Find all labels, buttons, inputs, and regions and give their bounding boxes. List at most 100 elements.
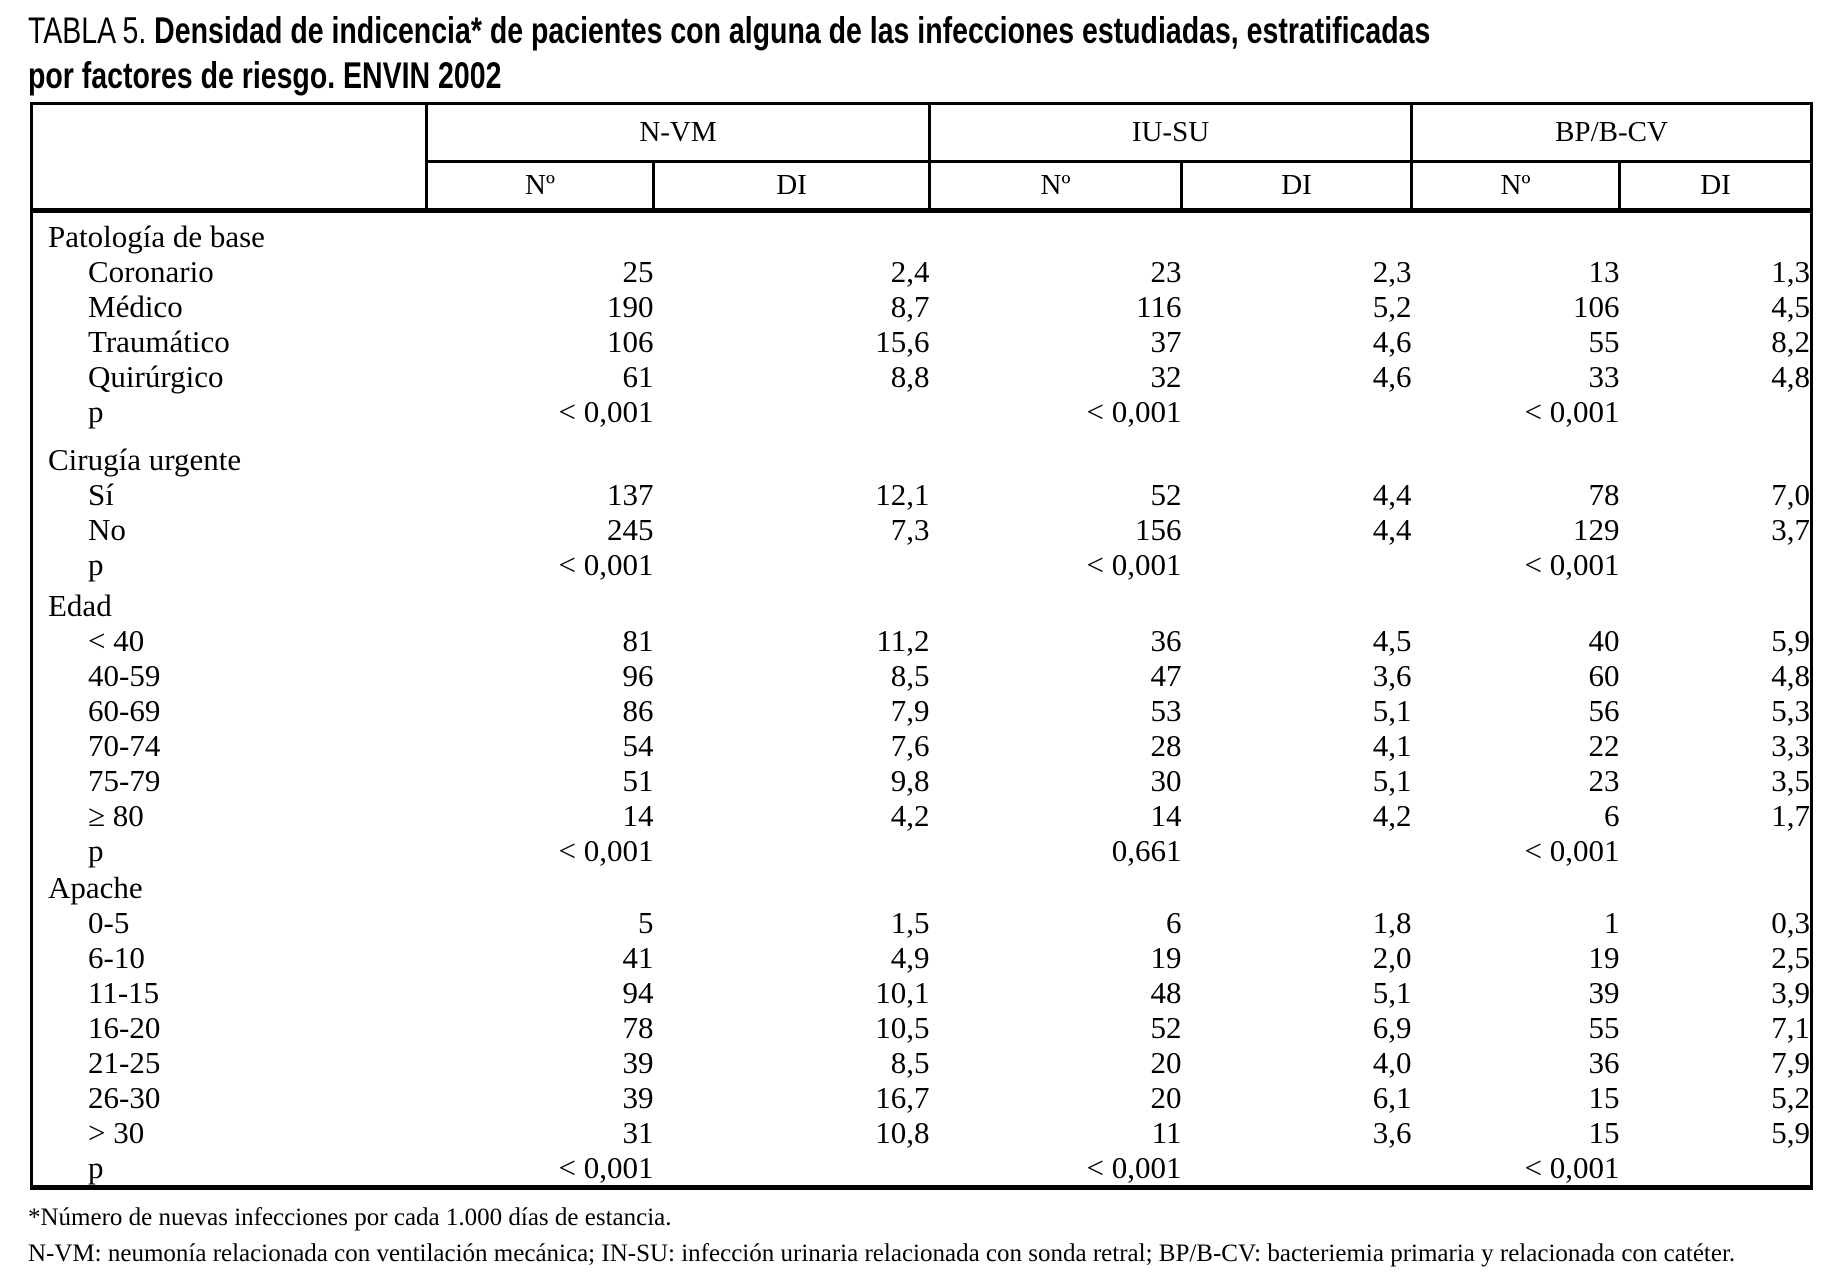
cell: 6,9: [1372, 1010, 1412, 1045]
table-title-line2: por factores de riesgo. ENVIN 2002: [28, 55, 502, 96]
cell: [1620, 547, 1812, 582]
cell: 4,1: [1372, 728, 1412, 763]
cell: 33: [1588, 359, 1620, 394]
row-label: 16-20: [88, 1010, 161, 1045]
cell: 81: [622, 623, 654, 658]
cell: [1182, 833, 1412, 868]
cell-empty: [1182, 211, 1412, 255]
cell: 15: [1588, 1080, 1620, 1115]
row-label: 60-69: [88, 693, 161, 728]
cell: 5,1: [1372, 693, 1412, 728]
cell: 4,6: [1372, 324, 1412, 359]
cell: 23: [1150, 254, 1182, 289]
cell: 1,7: [1771, 798, 1811, 833]
cell: 52: [1150, 477, 1182, 512]
table-row: p < 0,001 < 0,001 < 0,001: [32, 394, 1812, 429]
cell: 10,5: [875, 1010, 930, 1045]
table-row: < 40 81 11,2 36 4,5 40 5,9: [32, 623, 1812, 658]
footnote-asterisk: *Número de nuevas infecciones por cada 1…: [28, 1204, 672, 1231]
cell: 0,3: [1771, 905, 1811, 940]
row-label: p: [88, 394, 104, 429]
table-row: Traumático 106 15,6 37 4,6 55 8,2: [32, 324, 1812, 359]
cell-empty: [654, 429, 930, 477]
cell: < 0,001: [1524, 394, 1620, 429]
cell: 12,1: [875, 477, 930, 512]
cell: 36: [1150, 623, 1182, 658]
cell: 31: [622, 1115, 654, 1150]
cell: 106: [1573, 289, 1620, 324]
cell: [1620, 1150, 1812, 1188]
cell: 4,5: [1372, 623, 1412, 658]
cell: 96: [622, 658, 654, 693]
cell: 60: [1588, 658, 1620, 693]
cell: 11,2: [876, 623, 930, 658]
row-label: p: [88, 1150, 104, 1185]
cell-empty: [427, 582, 654, 623]
table-row: 16-20 78 10,5 52 6,9 55 7,1: [32, 1010, 1812, 1045]
cell: 6: [1604, 798, 1620, 833]
cell: 4,0: [1372, 1045, 1412, 1080]
row-label: 21-25: [88, 1045, 161, 1080]
header-empty-cell: [31, 103, 428, 213]
cell: [1182, 394, 1412, 429]
row-label: Sí: [88, 477, 114, 512]
cell: [1620, 833, 1812, 868]
cell: 15: [1588, 1115, 1620, 1150]
cell: 53: [1150, 693, 1182, 728]
cell: 78: [622, 1010, 654, 1045]
cell: 8,7: [890, 289, 930, 324]
section-header-row: Apache: [32, 868, 1812, 905]
cell: 245: [607, 512, 654, 547]
cell: 11: [1151, 1115, 1182, 1150]
cell: 190: [607, 289, 654, 324]
row-label: 26-30: [88, 1080, 161, 1115]
cell: 1: [1604, 905, 1620, 940]
cell: 1,3: [1771, 254, 1811, 289]
cell-empty: [930, 582, 1182, 623]
cell-empty: [1412, 211, 1620, 255]
table-row: 60-69 86 7,9 53 5,1 56 5,3: [32, 693, 1812, 728]
table-row: ≥ 80 14 4,2 14 4,2 6 1,7: [32, 798, 1812, 833]
cell: 8,2: [1771, 324, 1811, 359]
table-body: Patología de base Coronario 25 2,4 23 2,3 13 1,…: [32, 211, 1812, 1188]
cell: 7,6: [890, 728, 930, 763]
cell: 55: [1588, 1010, 1620, 1045]
cell-empty: [930, 868, 1182, 905]
cell: 4,2: [1372, 798, 1412, 833]
header-iusu-di: DI: [1180, 161, 1412, 213]
cell: 5,3: [1771, 693, 1811, 728]
cell-empty: [427, 429, 654, 477]
header-bpbcv-n: Nº: [1410, 161, 1620, 213]
cell: 94: [622, 975, 654, 1010]
cell: 2,5: [1771, 940, 1811, 975]
table-row: Sí 137 12,1 52 4,4 78 7,0: [32, 477, 1812, 512]
table-row: p < 0,001 < 0,001 < 0,001: [32, 547, 1812, 582]
table-row: Quirúrgico 61 8,8 32 4,6 33 4,8: [32, 359, 1812, 394]
cell: 4,8: [1771, 359, 1811, 394]
cell: 4,6: [1372, 359, 1412, 394]
cell: 3,3: [1771, 728, 1811, 763]
cell: 1,5: [890, 905, 930, 940]
table-row: 26-30 39 16,7 20 6,1 15 5,2: [32, 1080, 1812, 1115]
row-label: 75-79: [88, 763, 161, 798]
cell: 3,9: [1771, 975, 1811, 1010]
section-header-row: Cirugía urgente: [32, 429, 1812, 477]
cell: 13: [1588, 254, 1620, 289]
cell: [1620, 394, 1812, 429]
row-label: 40-59: [88, 658, 161, 693]
header-nvm-n: Nº: [426, 161, 654, 213]
cell: 8,5: [890, 1045, 930, 1080]
cell: 5,2: [1771, 1080, 1811, 1115]
cell: 10,1: [875, 975, 930, 1010]
cell: 14: [1150, 798, 1182, 833]
row-label: 11-15: [88, 975, 160, 1010]
cell: 47: [1150, 658, 1182, 693]
cell: 6,1: [1372, 1080, 1412, 1115]
table-row: > 30 31 10,8 11 3,6 15 5,9: [32, 1115, 1812, 1150]
row-label: Médico: [88, 289, 183, 324]
table-row: No 245 7,3 156 4,4 129 3,7: [32, 512, 1812, 547]
cell: 54: [622, 728, 654, 763]
footnote-abbreviations: N-VM: neumonía relacionada con ventilaci…: [28, 1240, 1736, 1267]
cell: < 0,001: [558, 547, 654, 582]
table-row: Médico 190 8,7 116 5,2 106 4,5: [32, 289, 1812, 324]
